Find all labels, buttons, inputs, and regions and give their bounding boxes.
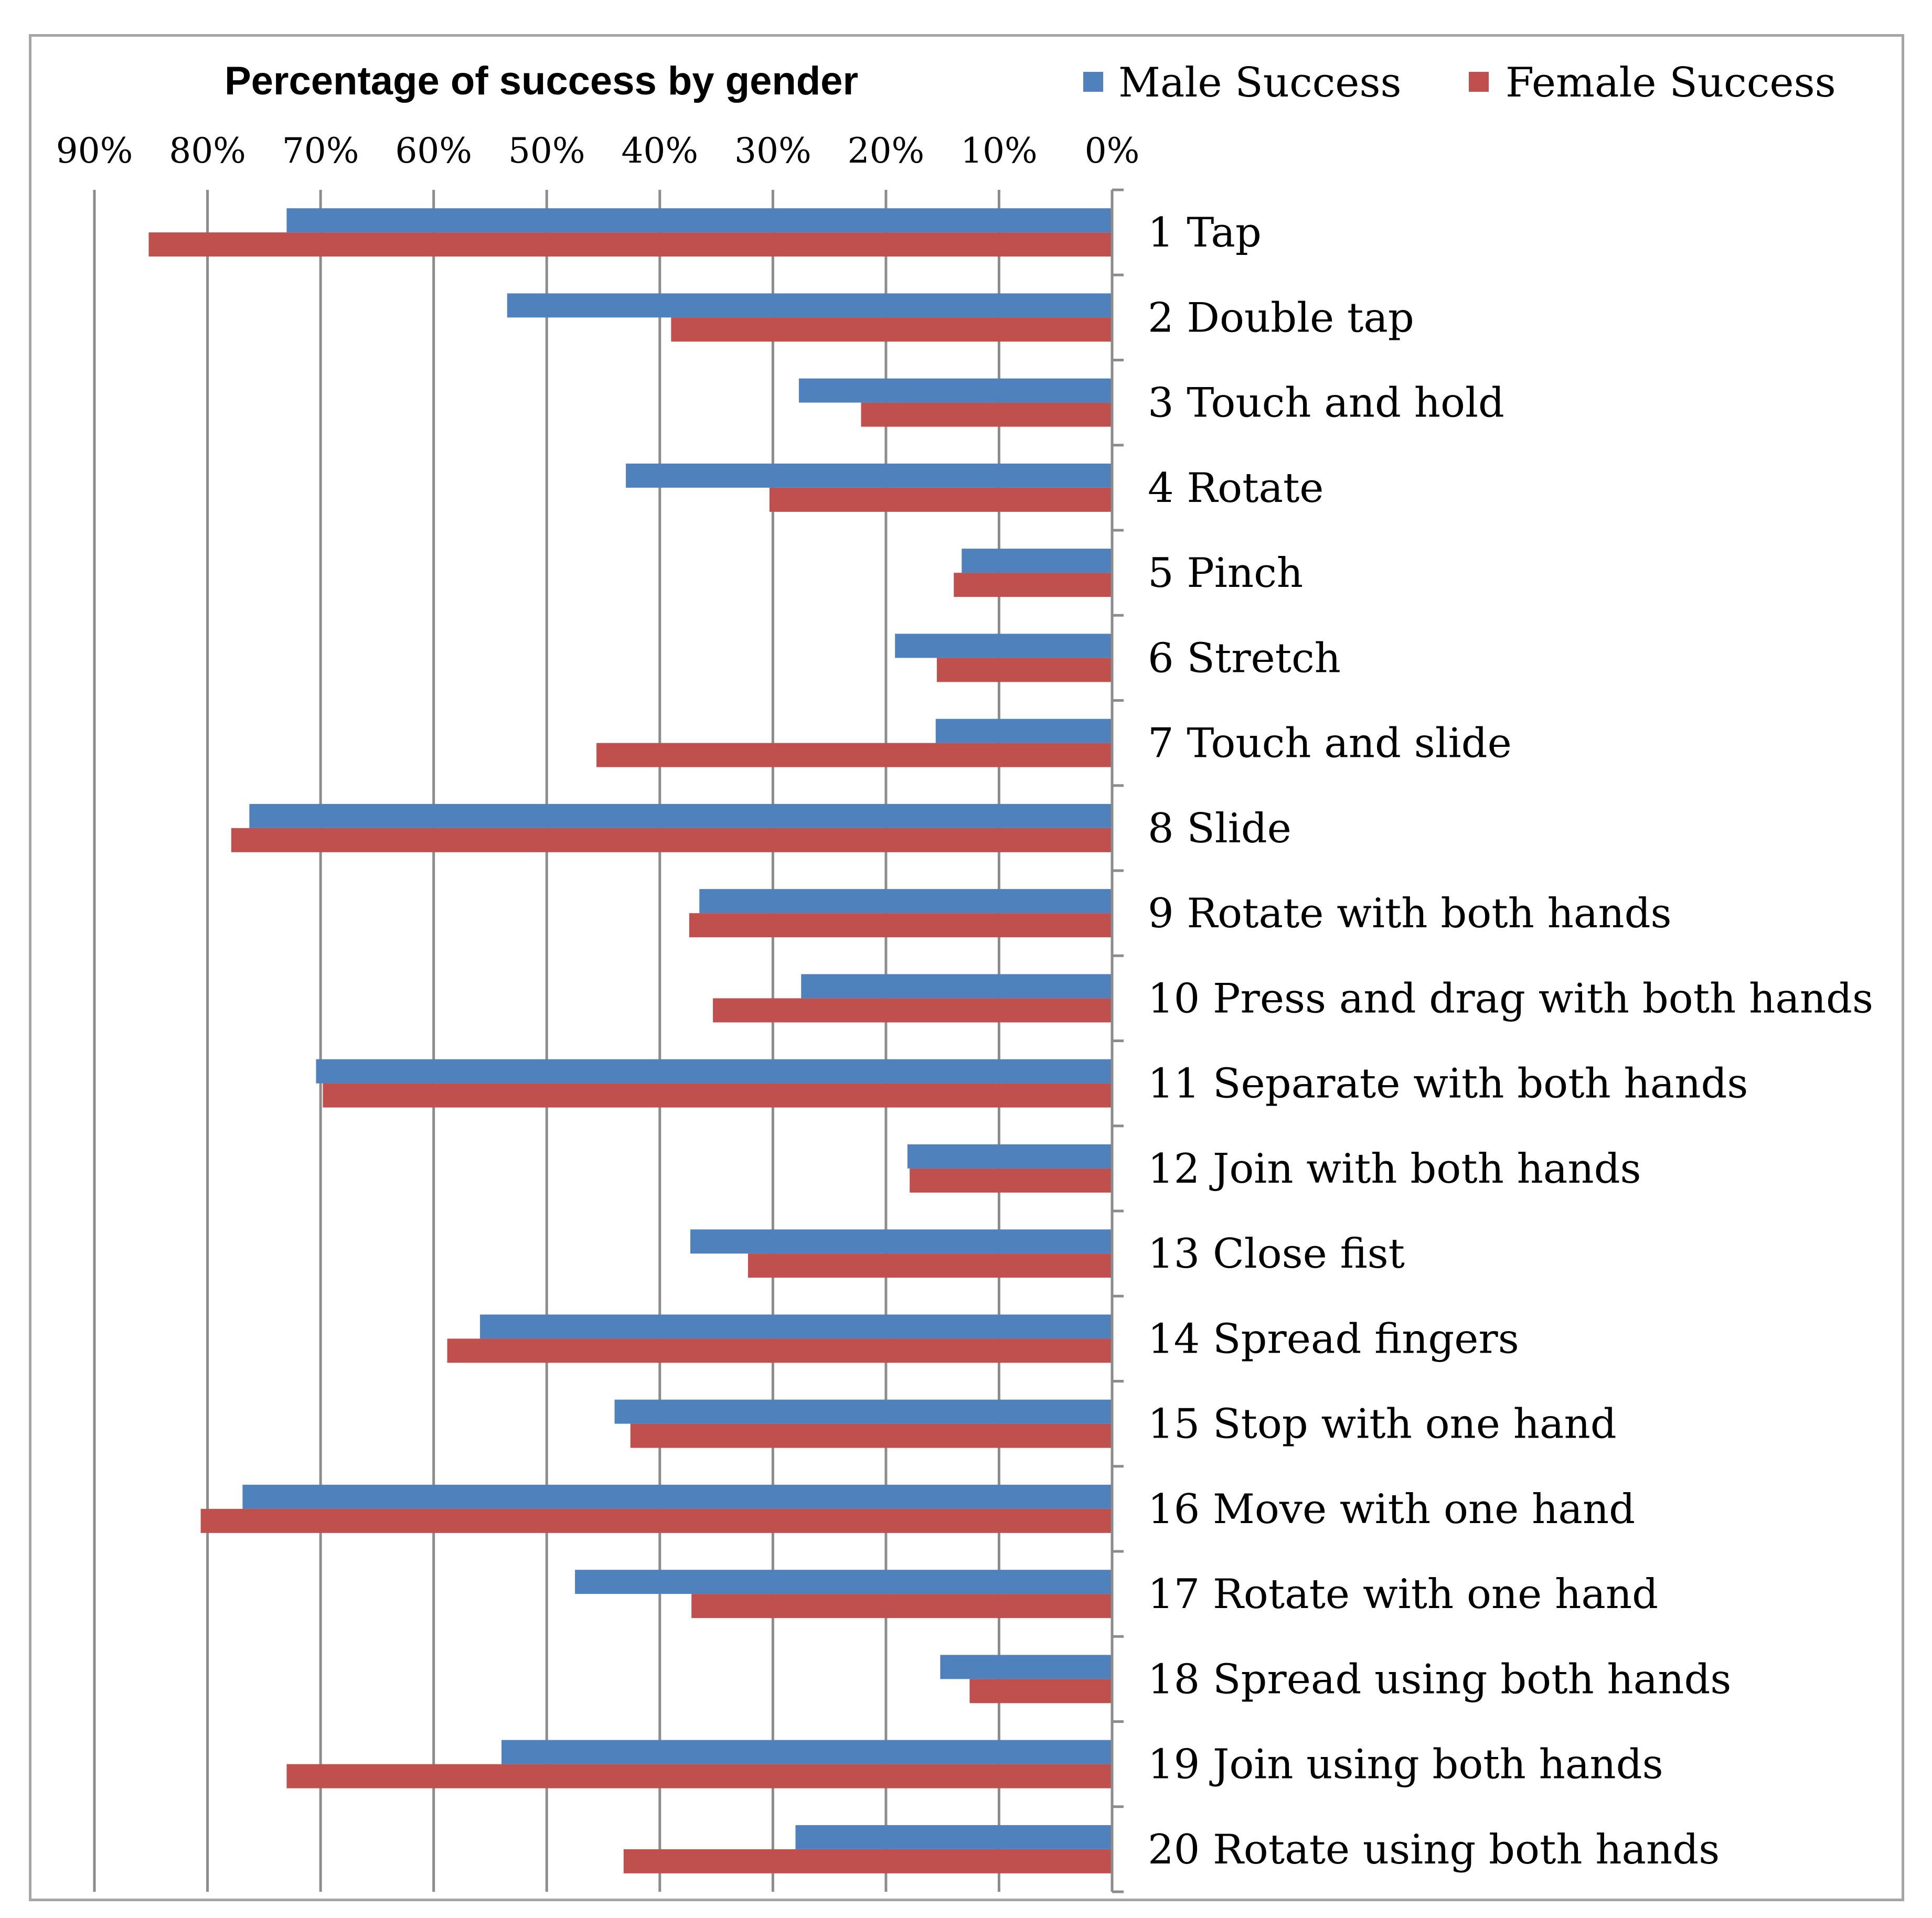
bar-male (507, 293, 1112, 318)
x-tick-label: 40% (621, 131, 698, 171)
category-label: 16 Move with one hand (1148, 1486, 1635, 1533)
bar-female (231, 828, 1112, 852)
category-label: 1 Tap (1148, 209, 1262, 256)
bar-female (969, 1679, 1112, 1703)
bar-female (630, 1423, 1112, 1448)
bar-male (935, 719, 1112, 743)
bar-male (249, 803, 1113, 828)
x-tick-label: 60% (395, 131, 472, 171)
bar-female (671, 317, 1112, 342)
category-label: 9 Rotate with both hands (1148, 890, 1672, 937)
bar-female (769, 487, 1112, 512)
category-label: 11 Separate with both hands (1148, 1060, 1748, 1108)
chart-title: Percentage of success by gender (225, 59, 858, 103)
bar-male (940, 1655, 1112, 1679)
bar-female (148, 232, 1112, 257)
bar-female (910, 1168, 1112, 1193)
bar-female (286, 1764, 1112, 1788)
x-tick-label: 80% (169, 131, 246, 171)
y-axis (1111, 188, 1124, 1893)
bar-male (286, 208, 1112, 233)
bar-female (689, 913, 1112, 938)
bar-male (690, 1229, 1112, 1254)
bar-female (954, 573, 1112, 597)
bar-female (861, 402, 1112, 427)
gridlines (93, 190, 1000, 1892)
category-label: 10 Press and drag with both hands (1148, 975, 1873, 1022)
category-label: 14 Spread fingers (1148, 1315, 1519, 1363)
category-label: 8 Slide (1148, 805, 1291, 852)
legend-swatch-female (1469, 72, 1489, 92)
bar-male (614, 1399, 1112, 1424)
bar-female (323, 1083, 1112, 1108)
bar-male (626, 463, 1112, 488)
bar-female (713, 998, 1112, 1023)
bar-male (501, 1740, 1112, 1764)
bar-female (447, 1338, 1112, 1363)
bar-female (691, 1594, 1112, 1619)
x-tick-label: 50% (508, 131, 585, 171)
bar-male (801, 974, 1112, 999)
legend: Male Success Female Success (1083, 59, 1836, 106)
category-label: 17 Rotate with one hand (1148, 1571, 1658, 1618)
x-tick-labels: 90% 80% 70% 60% 50% 40% 30% 20% 10% 0% (56, 131, 1140, 171)
category-label: 7 Touch and slide (1148, 720, 1512, 767)
bar-male (795, 1825, 1112, 1849)
bar-male (575, 1570, 1112, 1594)
category-label: 18 Spread using both hands (1148, 1656, 1731, 1703)
bars (148, 208, 1113, 1873)
bar-male (895, 634, 1112, 658)
x-tick-label: 0% (1085, 131, 1140, 171)
bar-male (962, 549, 1112, 573)
x-tick-label: 20% (848, 131, 925, 171)
bar-female (200, 1508, 1113, 1533)
category-label: 12 Join with both hands (1148, 1145, 1641, 1193)
chart-frame (29, 34, 1904, 1901)
bar-male (798, 378, 1112, 403)
category-label: 15 Stop with one hand (1148, 1401, 1617, 1448)
bar-female (936, 658, 1112, 682)
x-tick-label: 90% (56, 131, 133, 171)
category-label: 13 Close fist (1148, 1230, 1405, 1278)
category-labels: 1 Tap 2 Double tap 3 Touch and hold 4 Rotat… (1148, 209, 1873, 1873)
bar-female (748, 1253, 1112, 1278)
category-label: 5 Pinch (1148, 550, 1303, 597)
bar-male (907, 1144, 1112, 1169)
bar-male (699, 889, 1112, 914)
category-label: 19 Join using both hands (1148, 1741, 1663, 1788)
legend-label-female: Female Success (1506, 59, 1836, 106)
bar-female (596, 743, 1112, 767)
category-label: 3 Touch and hold (1148, 380, 1504, 427)
legend-swatch-male (1083, 72, 1103, 92)
category-label: 2 Double tap (1148, 294, 1414, 341)
x-tick-label: 30% (734, 131, 812, 171)
category-label: 6 Stretch (1148, 635, 1341, 682)
category-label: 20 Rotate using both hands (1148, 1826, 1720, 1873)
x-tick-label: 10% (960, 131, 1038, 171)
x-tick-label: 70% (282, 131, 359, 171)
legend-label-male: Male Success (1118, 59, 1402, 106)
bar-male (242, 1484, 1112, 1509)
bar-female (623, 1849, 1112, 1873)
category-label: 4 Rotate (1148, 465, 1323, 512)
bar-male (480, 1314, 1112, 1339)
bar-male (316, 1059, 1112, 1084)
